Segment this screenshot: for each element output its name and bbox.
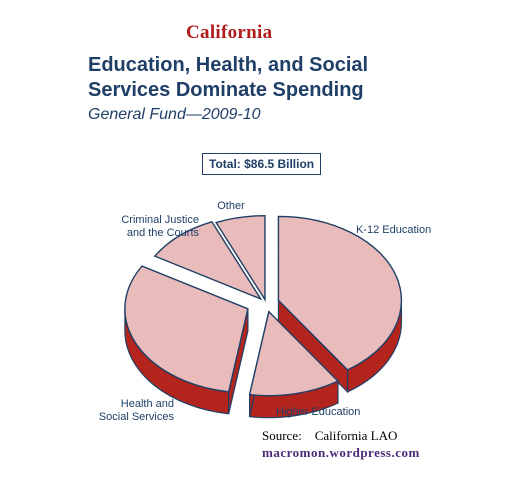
slice-label-line: Social Services: [99, 411, 175, 423]
total-box: Total: $86.5 Billion: [202, 153, 322, 175]
slice-label-line: K-12 Education: [356, 224, 431, 236]
pie-slice-k-12-education: [277, 215, 403, 371]
pie-slices: [124, 214, 403, 397]
pie-labels: K-12 Education Higher Education Health and…: [99, 200, 431, 423]
slice-label-higher-education: Higher Education: [276, 406, 360, 418]
pie-slice-other: [215, 214, 266, 303]
slice-label-health-and-social-services: Health and Social Services: [99, 398, 175, 423]
pie-slice-higher-education: [248, 310, 340, 397]
slice-label-criminal-justice-and-the-courts: Criminal Justice and the Courts: [121, 214, 199, 239]
slice-label-k-12-education: K-12 Education: [356, 224, 431, 236]
chart-title-line-2: Services Dominate Spending: [88, 79, 364, 101]
source-note: Source: California LAO: [262, 428, 398, 443]
chart-subtitle: General Fund—2009-10: [88, 106, 261, 123]
slice-label-other: Other: [217, 200, 245, 212]
slice-label-line: Criminal Justice: [121, 214, 199, 226]
chart-title: Education, Health, and Social Services D…: [88, 53, 498, 103]
state-heading: California: [186, 22, 273, 43]
chart-title-line-1: Education, Health, and Social: [88, 54, 369, 76]
pie-slice-criminal-justice-and-the-courts: [153, 220, 263, 301]
site-credit: macromon.wordpress.com: [262, 445, 420, 460]
pie-slice-health-and-social-services: [124, 265, 249, 393]
slice-label-line: Health and: [121, 398, 174, 410]
slice-label-line: Other: [217, 200, 245, 212]
slice-label-line: and the Courts: [127, 227, 200, 239]
slice-label-line: Higher Education: [276, 406, 360, 418]
